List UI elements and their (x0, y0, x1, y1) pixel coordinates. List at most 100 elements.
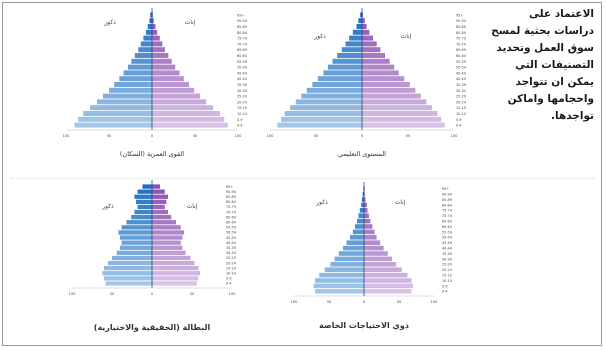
female-bar-40-44 (362, 76, 405, 82)
male-bar-65-69 (357, 218, 364, 224)
male-bar-15-19 (104, 266, 152, 271)
male-bar-0-4 (315, 289, 364, 294)
legend-female: إناث (401, 33, 412, 40)
female-bar-10-14 (364, 278, 412, 283)
male-bar-45-49 (346, 240, 364, 245)
age-tick-label: 95+ (226, 185, 233, 189)
age-tick-label: 0-4 (226, 282, 232, 286)
age-tick-label: 45-49 (456, 71, 466, 75)
female-bar-80-84 (364, 202, 367, 208)
male-bar-75-79 (143, 35, 152, 41)
age-tick-label: 15-19 (456, 106, 466, 110)
legend-female: إناث (185, 19, 196, 26)
male-bar-55-59 (121, 225, 152, 230)
female-bar-60-64 (362, 53, 385, 58)
age-tick-label: 75-79 (456, 37, 466, 41)
male-bar-75-79 (137, 204, 152, 210)
female-bar-90-94 (152, 18, 154, 24)
male-bar-20-24 (108, 260, 152, 266)
female-bar-25-29 (362, 93, 421, 99)
male-bar-35-39 (338, 251, 364, 256)
female-bar-55-59 (364, 229, 375, 235)
age-tick-label: 40-44 (442, 246, 452, 250)
male-bar-5-9 (313, 283, 364, 289)
age-tick-label: 0-4 (456, 124, 462, 128)
intro-line: تواجدها. (551, 110, 594, 122)
age-tick-label: 95+ (456, 13, 463, 17)
intro-line: الاعتماد على (529, 8, 594, 20)
legend-female: إناث (395, 199, 406, 206)
male-bar-65-69 (138, 47, 152, 53)
female-bar-5-9 (364, 283, 413, 289)
female-bar-40-44 (364, 245, 384, 251)
intro-line: دراسات بحثية لمسح (491, 25, 594, 37)
male-bar-90-94 (358, 18, 362, 24)
male-bar-55-59 (352, 229, 364, 235)
male-bar-70-74 (345, 41, 362, 47)
male-bar-95+ (150, 12, 152, 18)
male-bar-80-84 (352, 29, 362, 35)
age-tick-label: 60-64 (237, 54, 247, 58)
age-tick-label: 70-74 (456, 42, 466, 46)
female-bar-35-39 (364, 251, 388, 256)
male-bar-50-54 (127, 64, 152, 70)
female-bar-80-84 (362, 29, 370, 35)
age-tick-label: 10-14 (226, 272, 236, 276)
x-tick-label: 50 (193, 134, 198, 138)
slide-frame (2, 2, 602, 346)
male-bar-80-84 (361, 202, 364, 208)
age-tick-label: 30-34 (456, 89, 466, 93)
female-bar-75-79 (364, 208, 368, 213)
female-bar-25-29 (152, 255, 191, 261)
male-bar-60-64 (134, 53, 152, 58)
female-bar-15-19 (364, 272, 408, 278)
age-tick-label: 85-89 (226, 195, 236, 199)
x-tick-label: 0 (151, 134, 154, 138)
legend-male: ذكور (313, 33, 326, 40)
age-tick-label: 15-19 (442, 273, 452, 277)
male-bar-90-94 (137, 189, 152, 194)
female-bar-60-64 (152, 53, 169, 58)
age-tick-label: 25-29 (456, 95, 466, 99)
female-bar-15-19 (152, 105, 214, 111)
female-bar-70-74 (364, 213, 369, 218)
age-tick-label: 80-84 (226, 200, 236, 204)
age-tick-label: 5-9 (442, 284, 448, 288)
female-bar-50-54 (152, 64, 176, 70)
female-bar-15-19 (152, 266, 199, 271)
male-bar-70-74 (134, 209, 152, 215)
x-tick-label: 50 (190, 292, 195, 296)
female-bar-30-34 (152, 250, 186, 255)
male-bar-45-49 (120, 235, 152, 240)
female-bar-70-74 (152, 41, 163, 47)
female-bar-55-59 (152, 58, 172, 64)
age-tick-label: 75-79 (237, 37, 247, 41)
x-tick-label: 0 (361, 134, 364, 138)
male-bar-25-29 (102, 93, 152, 99)
female-bar-45-49 (152, 235, 183, 240)
male-bar-80-84 (145, 29, 152, 35)
age-tick-label: 65-69 (226, 215, 236, 219)
age-tick-label: 50-54 (237, 66, 247, 70)
male-bar-30-34 (109, 87, 152, 93)
x-tick-label: 50 (110, 292, 115, 296)
male-bar-0-4 (74, 122, 152, 128)
age-tick-label: 95+ (442, 187, 449, 191)
male-bar-95+ (360, 12, 362, 18)
female-bar-5-9 (362, 116, 442, 122)
age-tick-label: 25-29 (442, 263, 452, 267)
age-tick-label: 15-19 (226, 266, 236, 270)
male-bar-20-24 (324, 267, 364, 272)
female-bar-85-89 (362, 24, 367, 29)
age-tick-label: 75-79 (442, 209, 452, 213)
x-tick-label: 50 (314, 134, 319, 138)
age-tick-label: 45-49 (442, 241, 452, 245)
male-bar-55-59 (332, 58, 362, 64)
female-bar-80-84 (152, 199, 167, 204)
female-bar-10-14 (362, 111, 438, 116)
age-tick-label: 15-19 (237, 106, 247, 110)
male-bar-20-24 (96, 99, 152, 105)
legend-male: ذكور (101, 203, 114, 210)
male-bar-75-79 (349, 35, 362, 41)
